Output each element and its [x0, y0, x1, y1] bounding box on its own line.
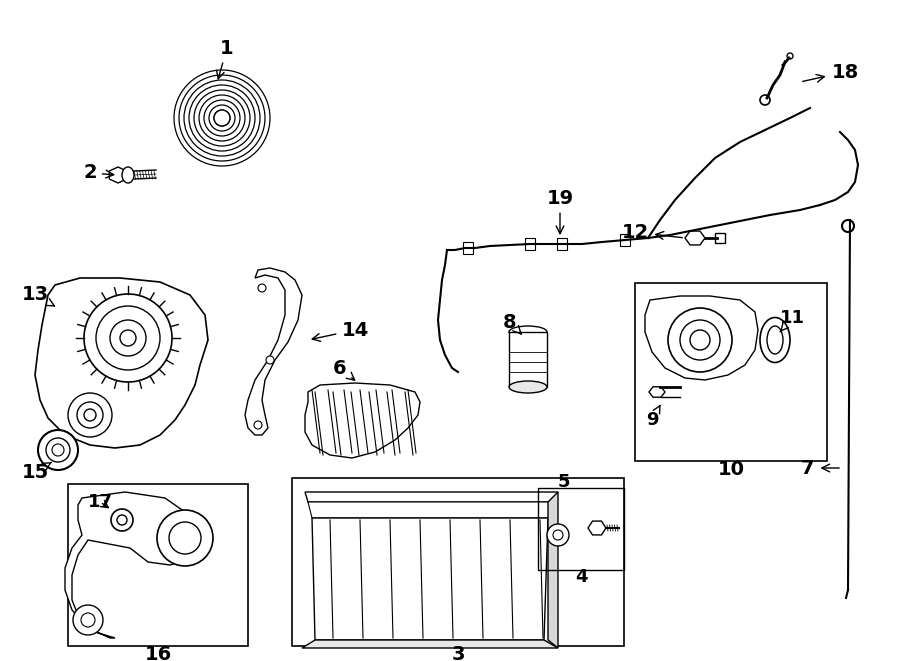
Polygon shape	[548, 492, 558, 648]
Polygon shape	[649, 387, 665, 397]
Circle shape	[38, 430, 78, 470]
Text: 8: 8	[503, 313, 521, 334]
Bar	[538, 488, 624, 570]
Circle shape	[77, 402, 103, 428]
Text: 14: 14	[312, 321, 369, 341]
Circle shape	[84, 294, 172, 382]
Polygon shape	[588, 521, 606, 535]
Circle shape	[254, 421, 262, 429]
Bar	[68, 484, 248, 646]
Text: 17: 17	[87, 493, 112, 511]
Text: 10: 10	[717, 460, 744, 479]
Polygon shape	[685, 231, 705, 245]
Text: 16: 16	[144, 645, 172, 661]
Circle shape	[169, 522, 201, 554]
Circle shape	[117, 515, 127, 525]
Circle shape	[258, 284, 266, 292]
Polygon shape	[65, 492, 200, 638]
Polygon shape	[557, 238, 567, 250]
Text: 3: 3	[451, 645, 464, 661]
Bar	[635, 283, 827, 461]
Circle shape	[157, 510, 213, 566]
Polygon shape	[620, 234, 630, 246]
Text: 2: 2	[83, 163, 113, 182]
Circle shape	[547, 524, 569, 546]
Text: 15: 15	[22, 462, 51, 481]
Text: 12: 12	[621, 223, 682, 241]
Text: 5: 5	[558, 473, 571, 491]
Circle shape	[680, 320, 720, 360]
Ellipse shape	[767, 326, 783, 354]
Text: 9: 9	[646, 405, 660, 429]
Polygon shape	[302, 640, 558, 648]
Circle shape	[110, 320, 146, 356]
Circle shape	[214, 110, 230, 126]
Ellipse shape	[509, 326, 547, 338]
Text: 1: 1	[217, 38, 234, 79]
Polygon shape	[312, 518, 548, 640]
Text: 6: 6	[333, 358, 355, 380]
Text: 4: 4	[575, 568, 587, 586]
Polygon shape	[245, 268, 302, 435]
Circle shape	[760, 95, 770, 105]
Polygon shape	[308, 502, 552, 518]
Text: 7: 7	[801, 459, 839, 477]
Text: 18: 18	[803, 63, 859, 82]
Circle shape	[787, 53, 793, 59]
Circle shape	[96, 306, 160, 370]
Polygon shape	[645, 296, 758, 380]
Bar	[715, 233, 725, 243]
Polygon shape	[509, 332, 547, 387]
Circle shape	[266, 356, 274, 364]
Circle shape	[668, 308, 732, 372]
Polygon shape	[305, 492, 558, 502]
Text: 11: 11	[779, 309, 805, 332]
Ellipse shape	[122, 167, 134, 183]
Polygon shape	[305, 383, 420, 458]
Circle shape	[73, 605, 103, 635]
Text: 19: 19	[546, 188, 573, 234]
Circle shape	[68, 393, 112, 437]
Polygon shape	[525, 238, 535, 250]
Circle shape	[111, 509, 133, 531]
Bar	[292, 478, 624, 646]
Polygon shape	[109, 167, 127, 183]
Ellipse shape	[509, 381, 547, 393]
Circle shape	[46, 438, 70, 462]
Text: 13: 13	[22, 286, 54, 306]
Polygon shape	[35, 278, 208, 448]
Polygon shape	[463, 242, 473, 254]
Ellipse shape	[760, 317, 790, 362]
